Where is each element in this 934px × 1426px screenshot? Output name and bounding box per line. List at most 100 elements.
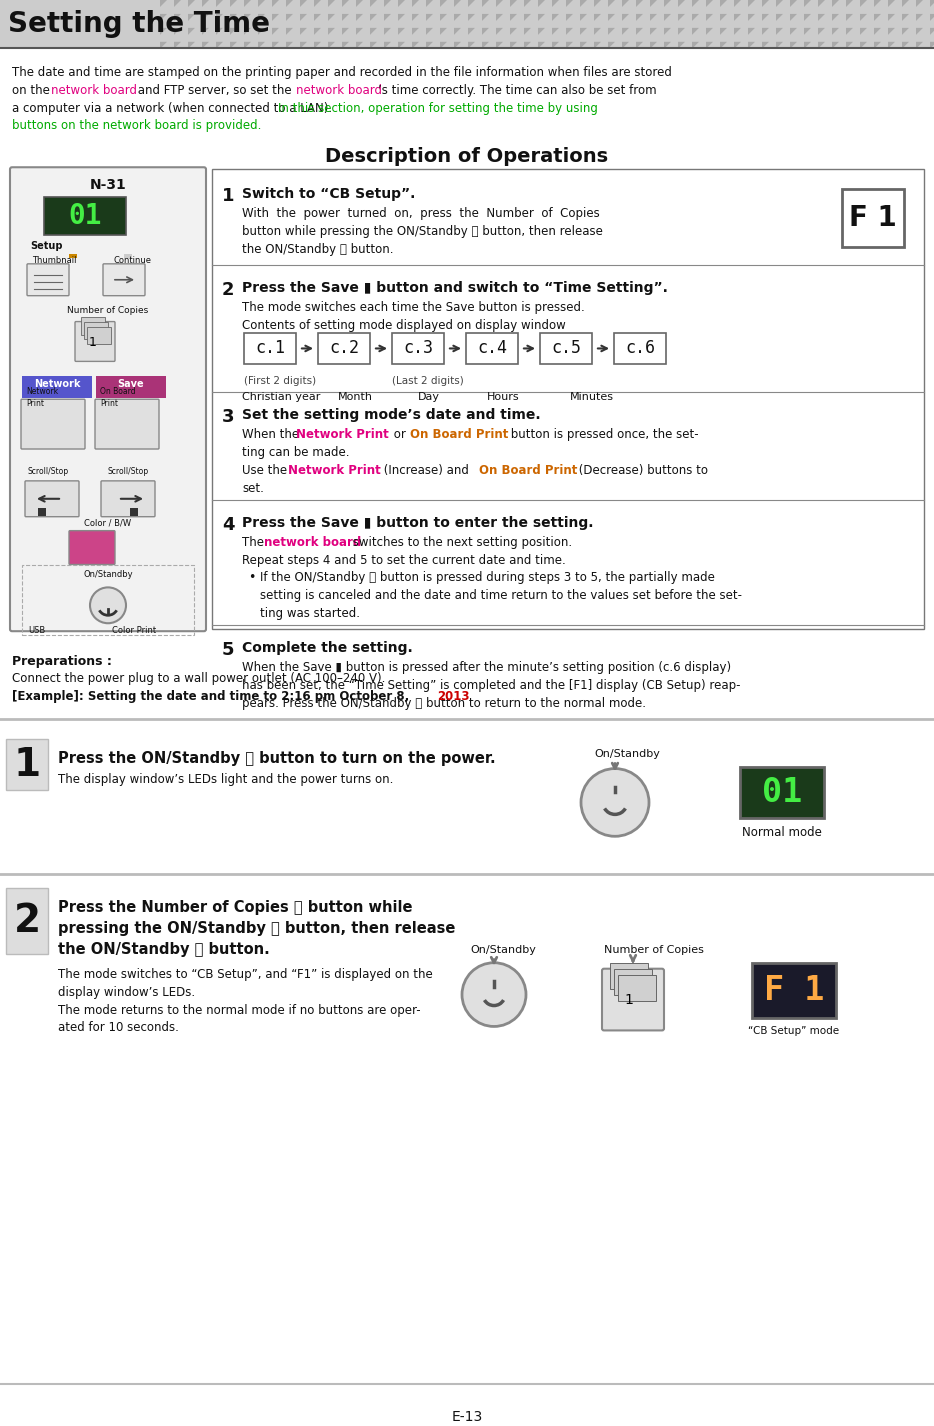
- Polygon shape: [930, 29, 934, 34]
- FancyBboxPatch shape: [101, 481, 155, 516]
- Polygon shape: [650, 41, 657, 48]
- Text: The mode switches to “CB Setup”, and “F1” is displayed on the: The mode switches to “CB Setup”, and “F1…: [58, 968, 432, 981]
- Text: E-13: E-13: [451, 1410, 483, 1423]
- Polygon shape: [692, 14, 699, 21]
- Text: Set the setting mode’s date and time.: Set the setting mode’s date and time.: [242, 408, 541, 422]
- Polygon shape: [454, 14, 461, 21]
- Text: and FTP server, so set the: and FTP server, so set the: [134, 84, 295, 97]
- Bar: [318, 332, 370, 365]
- Polygon shape: [804, 0, 811, 7]
- Text: Christian year: Christian year: [242, 392, 320, 402]
- Text: Description of Operations: Description of Operations: [325, 147, 609, 167]
- Polygon shape: [916, 0, 923, 7]
- Text: •: •: [248, 572, 255, 585]
- Text: Scroll/Stop: Scroll/Stop: [108, 466, 149, 476]
- Bar: [212, 170, 924, 629]
- Text: Color Print: Color Print: [112, 626, 156, 635]
- Polygon shape: [482, 29, 489, 34]
- Bar: [38, 508, 46, 516]
- Polygon shape: [286, 14, 293, 21]
- Bar: [0, 0, 934, 48]
- Polygon shape: [454, 0, 461, 7]
- Polygon shape: [272, 14, 279, 21]
- Polygon shape: [230, 0, 237, 7]
- Bar: [740, 767, 824, 819]
- Polygon shape: [496, 41, 503, 48]
- Polygon shape: [916, 14, 923, 21]
- Polygon shape: [594, 29, 601, 34]
- Text: c.4: c.4: [477, 339, 507, 358]
- Text: Press the Save ▮ button and switch to “Time Setting”.: Press the Save ▮ button and switch to “T…: [242, 281, 668, 295]
- Bar: [466, 332, 518, 365]
- Text: (First 2 digits): (First 2 digits): [244, 376, 316, 386]
- Polygon shape: [230, 14, 237, 21]
- Polygon shape: [524, 41, 531, 48]
- Polygon shape: [342, 14, 349, 21]
- Polygon shape: [426, 29, 433, 34]
- Text: The date and time are stamped on the printing paper and recorded in the file inf: The date and time are stamped on the pri…: [12, 66, 672, 78]
- Text: 2: 2: [222, 281, 234, 299]
- Bar: [124, 254, 132, 258]
- Text: pressing the ON/Standby Ⓢ button, then release: pressing the ON/Standby Ⓢ button, then r…: [58, 921, 456, 935]
- Text: On/Standby: On/Standby: [594, 749, 660, 759]
- Polygon shape: [370, 41, 377, 48]
- Polygon shape: [804, 14, 811, 21]
- Bar: [6, 888, 48, 954]
- Circle shape: [581, 769, 649, 836]
- Text: 1: 1: [625, 992, 633, 1007]
- Polygon shape: [846, 29, 853, 34]
- Text: has been set, the “Time Setting” is completed and the [F1] display (CB Setup) re: has been set, the “Time Setting” is comp…: [242, 679, 741, 692]
- Polygon shape: [902, 14, 909, 21]
- Polygon shape: [244, 14, 251, 21]
- Polygon shape: [622, 14, 629, 21]
- Text: (Increase) and: (Increase) and: [380, 463, 473, 476]
- Polygon shape: [902, 0, 909, 7]
- Polygon shape: [440, 29, 447, 34]
- Text: Continue: Continue: [114, 255, 152, 265]
- Polygon shape: [860, 0, 867, 7]
- Text: 3: 3: [222, 408, 234, 426]
- Text: Network Print: Network Print: [288, 463, 381, 476]
- Text: Number of Copies: Number of Copies: [604, 945, 704, 955]
- Polygon shape: [160, 41, 167, 48]
- Polygon shape: [594, 14, 601, 21]
- FancyBboxPatch shape: [21, 399, 85, 449]
- Text: c.1: c.1: [255, 339, 285, 358]
- Polygon shape: [734, 14, 741, 21]
- Polygon shape: [706, 41, 713, 48]
- Polygon shape: [174, 29, 181, 34]
- Polygon shape: [538, 14, 545, 21]
- Polygon shape: [356, 0, 363, 7]
- Text: ting was started.: ting was started.: [260, 607, 360, 620]
- Bar: [44, 197, 126, 235]
- Bar: [752, 963, 836, 1018]
- Polygon shape: [762, 14, 769, 21]
- Polygon shape: [314, 0, 321, 7]
- Polygon shape: [580, 0, 587, 7]
- Text: Setup: Setup: [30, 241, 63, 251]
- Text: Press the Number of Copies ⓿ button while: Press the Number of Copies ⓿ button whil…: [58, 900, 413, 915]
- Polygon shape: [244, 0, 251, 7]
- Polygon shape: [482, 0, 489, 7]
- Polygon shape: [818, 41, 825, 48]
- Polygon shape: [916, 29, 923, 34]
- Polygon shape: [342, 29, 349, 34]
- Polygon shape: [860, 29, 867, 34]
- Polygon shape: [398, 29, 405, 34]
- Text: button while pressing the ON/Standby Ⓢ button, then release: button while pressing the ON/Standby Ⓢ b…: [242, 225, 602, 238]
- Polygon shape: [412, 0, 419, 7]
- Text: Save: Save: [118, 379, 145, 389]
- Polygon shape: [496, 0, 503, 7]
- Polygon shape: [272, 0, 279, 7]
- Polygon shape: [384, 0, 391, 7]
- Polygon shape: [650, 29, 657, 34]
- Text: (Last 2 digits): (Last 2 digits): [392, 376, 464, 386]
- Polygon shape: [832, 14, 839, 21]
- Polygon shape: [286, 29, 293, 34]
- Polygon shape: [706, 0, 713, 7]
- Bar: [130, 508, 138, 516]
- Polygon shape: [160, 0, 167, 7]
- FancyBboxPatch shape: [69, 530, 115, 565]
- Polygon shape: [202, 0, 209, 7]
- Text: 5: 5: [222, 642, 234, 659]
